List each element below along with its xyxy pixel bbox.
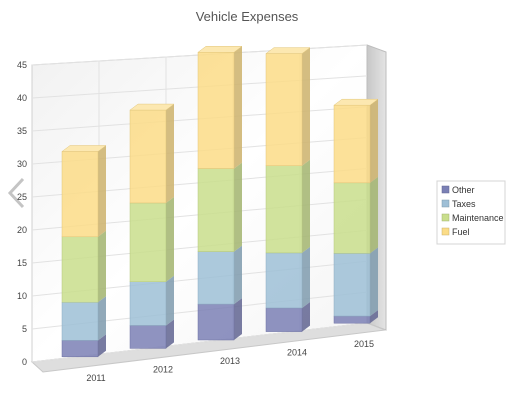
bar-side-taxes [302, 246, 310, 308]
bar-side-maintenance [166, 196, 174, 282]
legend: Other Taxes Maintenance Fuel [436, 180, 506, 245]
bar-side-fuel [98, 145, 106, 237]
legend-label: Taxes [452, 199, 476, 209]
bar-segment-other [265, 307, 303, 332]
bar-side-maintenance [370, 176, 378, 254]
legend-swatch [441, 199, 450, 208]
bar-side-maintenance [98, 230, 106, 303]
y-tick-label: 10 [17, 291, 27, 301]
legend-swatch [441, 185, 450, 194]
bar-segment-taxes [129, 281, 167, 326]
y-axis: 0 5 10 15 20 25 30 35 40 45 [17, 60, 27, 367]
y-tick-label: 20 [17, 225, 27, 235]
bar-side-other [166, 319, 174, 349]
x-tick-label: 2013 [220, 356, 240, 366]
bar-side-other [302, 301, 310, 332]
chart-title: Vehicle Expenses [196, 9, 299, 24]
bar-segment-taxes [265, 252, 303, 309]
x-tick-label: 2011 [86, 373, 105, 383]
x-axis: 2011 2012 2013 2014 2015 [86, 339, 374, 383]
bar-side-maintenance [302, 159, 310, 253]
legend-label: Other [452, 185, 475, 195]
bar-segment-maintenance [265, 165, 303, 254]
bar-side-fuel [370, 99, 378, 183]
bar-segment-maintenance [333, 182, 371, 254]
bar-segment-maintenance [129, 202, 167, 283]
y-tick-label: 25 [17, 192, 27, 202]
bar-group-2013 [197, 46, 243, 341]
chevron-left-icon[interactable] [6, 176, 28, 210]
bar-segment-taxes [197, 251, 235, 305]
bar-top-fuel [197, 46, 243, 53]
y-tick-label: 15 [17, 258, 27, 268]
legend-label: Maintenance [452, 213, 504, 223]
bar-side-taxes [166, 275, 174, 326]
bar-side-other [370, 310, 378, 324]
bar-group-2014 [265, 47, 311, 332]
bar-top-fuel [61, 145, 107, 152]
bar-side-fuel [166, 104, 174, 203]
y-tick-label: 45 [17, 60, 27, 70]
legend-swatch [441, 227, 450, 236]
bar-segment-fuel [61, 151, 99, 238]
bar-group-2015 [333, 98, 379, 324]
y-tick-label: 40 [17, 93, 27, 103]
bar-segment-fuel [333, 104, 371, 184]
bar-segment-fuel [129, 109, 167, 204]
y-tick-label: 5 [22, 324, 27, 334]
y-tick-label: 35 [17, 126, 27, 136]
bar-segment-taxes [333, 253, 371, 317]
bar-top-fuel [265, 47, 311, 54]
x-tick-label: 2012 [153, 364, 173, 374]
bar-group-2012 [129, 103, 175, 349]
x-tick-label: 2014 [287, 348, 307, 358]
bar-top-fuel [129, 103, 175, 111]
y-tick-label: 30 [17, 159, 27, 169]
bar-segment-other [333, 315, 371, 324]
bar-segment-taxes [61, 301, 99, 341]
bar-side-taxes [370, 247, 378, 317]
x-tick-label: 2015 [354, 339, 374, 349]
bar-segment-fuel [265, 53, 303, 166]
bar-top-fuel [333, 98, 379, 106]
bar-group-2011 [61, 145, 107, 358]
bar-side-fuel [234, 46, 242, 169]
y-tick-label: 0 [22, 357, 27, 367]
bar-side-taxes [234, 245, 242, 305]
legend-label: Fuel [452, 227, 470, 237]
bar-segment-other [197, 303, 235, 341]
bar-segment-fuel [197, 52, 235, 169]
bar-side-other [98, 334, 106, 357]
bar-side-maintenance [234, 162, 242, 252]
bar-segment-maintenance [61, 236, 99, 303]
legend-swatch [441, 213, 450, 222]
bar-side-fuel [302, 47, 310, 166]
bar-segment-other [129, 325, 167, 349]
bar-side-other [234, 298, 242, 340]
bar-segment-other [61, 340, 99, 358]
bar-side-taxes [98, 296, 106, 341]
bar-segment-maintenance [197, 168, 235, 252]
bars [61, 46, 379, 358]
